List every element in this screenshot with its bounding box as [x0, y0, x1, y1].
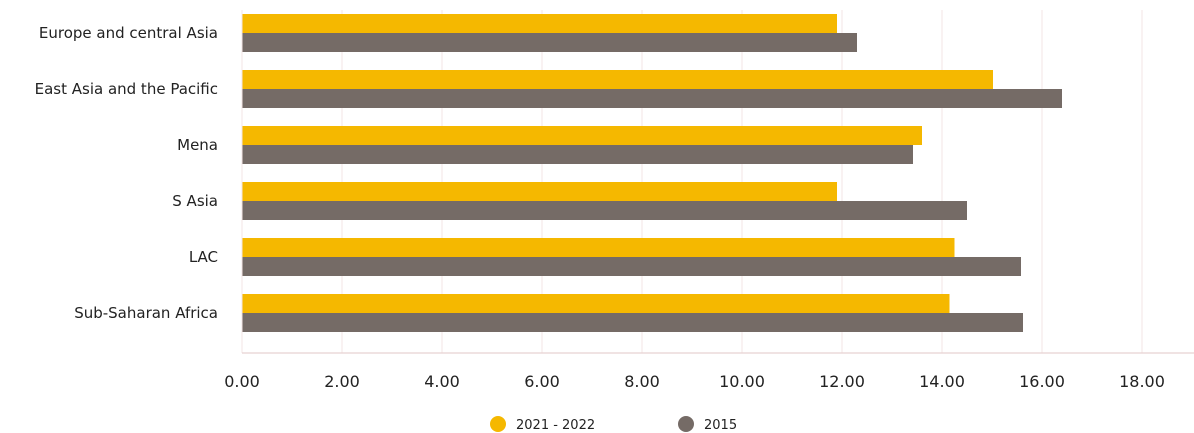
legend-swatch-1	[678, 416, 694, 432]
category-label-5: Sub-Saharan Africa	[74, 304, 218, 322]
x-tick-label-9: 18.00	[1119, 372, 1165, 391]
x-tick-label-8: 16.00	[1019, 372, 1065, 391]
x-tick-label-4: 8.00	[624, 372, 660, 391]
bar-series-2021-2022-0	[242, 14, 837, 33]
legend-swatch-0	[490, 416, 506, 432]
bar-series-2015-5	[242, 313, 1023, 332]
x-tick-label-2: 4.00	[424, 372, 460, 391]
legend: 2021 - 2022 2015	[490, 416, 737, 433]
category-label-4: LAC	[189, 248, 218, 266]
category-label-2: Mena	[177, 136, 218, 154]
x-tick-label-3: 6.00	[524, 372, 560, 391]
x-tick-label-7: 14.00	[919, 372, 965, 391]
bar-series-2021-2022-5	[242, 294, 950, 313]
bar-series-2021-2022-3	[242, 182, 837, 201]
bar-series-2015-2	[242, 145, 913, 164]
axes	[241, 10, 1194, 354]
category-label-1: East Asia and the Pacific	[35, 80, 218, 98]
legend-label-0: 2021 - 2022	[516, 418, 595, 433]
category-labels: Europe and central Asia East Asia and the…	[35, 24, 218, 322]
bar-series-2015-3	[242, 201, 967, 220]
tick-labels: 0.00 2.00 4.00 6.00 8.00 10.00 12.00 14.00 16.00…	[224, 372, 1165, 391]
x-tick-label-0: 0.00	[224, 372, 260, 391]
x-tick-label-6: 12.00	[819, 372, 865, 391]
grid-lines	[341, 10, 1143, 353]
bars	[242, 14, 1062, 332]
category-label-3: S Asia	[172, 192, 218, 210]
bar-series-2015-1	[242, 89, 1062, 108]
bar-series-2015-4	[242, 257, 1021, 276]
legend-label-1: 2015	[704, 418, 737, 433]
x-tick-label-5: 10.00	[719, 372, 765, 391]
bar-series-2021-2022-1	[242, 70, 993, 89]
bar-series-2021-2022-4	[242, 238, 955, 257]
bar-series-2021-2022-2	[242, 126, 922, 145]
bar-series-2015-0	[242, 33, 857, 52]
x-tick-label-1: 2.00	[324, 372, 360, 391]
category-label-0: Europe and central Asia	[39, 24, 218, 42]
